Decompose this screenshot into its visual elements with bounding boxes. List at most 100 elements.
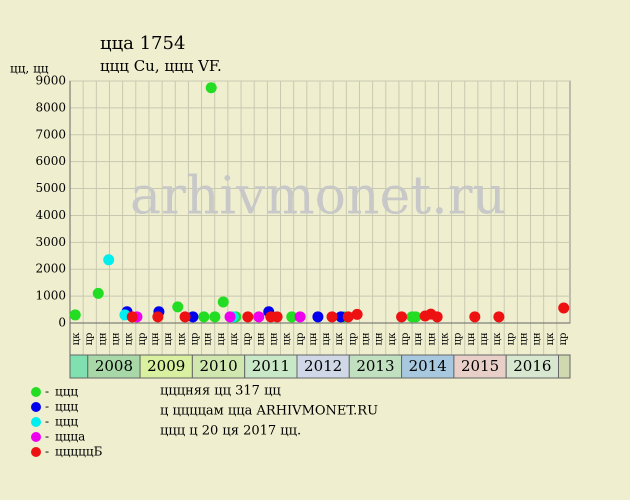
point (253, 311, 265, 323)
column-label: цн (466, 332, 477, 345)
point (209, 311, 221, 323)
legend-label: цццццБ (55, 445, 103, 459)
column-label: цн (203, 332, 214, 345)
point (351, 308, 363, 320)
legend-dash: - (45, 385, 49, 399)
point (179, 311, 191, 323)
column-label: цн (216, 332, 227, 345)
point (410, 311, 422, 323)
point (152, 311, 164, 323)
column-label: цр (505, 333, 516, 346)
column-label: цк (124, 332, 135, 345)
point (312, 311, 324, 323)
column-label: цн (532, 332, 543, 345)
column-label: цн (150, 332, 161, 345)
year-label: 2008 (95, 357, 133, 375)
year-label: 2009 (147, 357, 185, 375)
column-label: цр (400, 333, 411, 346)
column-label: цн (163, 332, 174, 345)
point (69, 309, 81, 321)
point (242, 311, 254, 323)
point (198, 311, 210, 323)
y-tick-label: 9000 (35, 74, 66, 88)
note: ц ццццам цца ARHIVMONET.RU (160, 404, 378, 419)
legend-marker (31, 432, 41, 442)
chart-title: ццa 1754 (100, 33, 185, 54)
year-label: 2012 (304, 357, 342, 375)
year-band (69, 354, 89, 379)
y-axis-label: цц, цц (10, 62, 49, 76)
column-label: цн (111, 332, 122, 345)
point (187, 311, 199, 323)
column-label: цр (453, 333, 464, 346)
column-label: цк (387, 332, 398, 345)
watermark: arhivmonet.ru (130, 167, 506, 227)
legend-label: ццц (55, 400, 78, 414)
point (271, 311, 283, 323)
legend-dash: - (45, 445, 49, 459)
column-label: цн (479, 332, 490, 345)
y-tick-label: 6000 (35, 154, 66, 168)
legend-marker (31, 387, 41, 397)
point (342, 311, 354, 323)
legend-label: ццц (55, 385, 78, 399)
y-tick-label: 4000 (35, 208, 66, 222)
column-label: цн (426, 332, 437, 345)
column-label: цн (255, 332, 266, 345)
point (294, 311, 306, 323)
column-label: цк (440, 332, 451, 345)
year-label: 2016 (513, 357, 551, 375)
legend-marker (31, 402, 41, 412)
year-label: 2011 (252, 357, 290, 375)
legend-dash: - (45, 430, 49, 444)
point (469, 311, 481, 323)
legend-marker (31, 417, 41, 427)
year-label: 2014 (409, 357, 447, 375)
legend-marker (31, 447, 41, 457)
column-label: цн (413, 332, 424, 345)
column-label: цк (176, 332, 187, 345)
column-label: цн (361, 332, 372, 345)
column-label: цр (137, 333, 148, 346)
y-tick-label: 1000 (35, 289, 66, 303)
column-label: цн (268, 332, 279, 345)
legend-dash: - (45, 415, 49, 429)
point (286, 311, 298, 323)
y-tick-label: 5000 (35, 181, 66, 195)
year-label: 2013 (356, 357, 394, 375)
year-band (557, 354, 571, 379)
point (224, 311, 236, 323)
point (205, 82, 217, 94)
column-label: цр (190, 333, 201, 346)
column-label: цн (97, 332, 108, 345)
column-label: цк (545, 332, 556, 345)
point (493, 311, 505, 323)
point (172, 301, 184, 313)
point (92, 287, 104, 299)
y-tick-label: 8000 (35, 100, 66, 114)
column-label: цн (518, 332, 529, 345)
note: цццняя цц 317 цц (160, 384, 281, 399)
column-label: цн (321, 332, 332, 345)
year-label: 2010 (199, 357, 237, 375)
y-tick-label: 2000 (35, 262, 66, 276)
column-label: цр (84, 333, 95, 346)
column-label: цк (334, 332, 345, 345)
legend-label: ццца (55, 430, 85, 444)
point (217, 296, 229, 308)
column-label: цк (229, 332, 240, 345)
point (431, 311, 443, 323)
column-label: цр (295, 333, 306, 346)
column-label: цр (242, 333, 253, 346)
note: ццц ц 20 ця 2017 цц. (160, 424, 301, 439)
column-label: цр (347, 333, 358, 346)
y-tick-label: 3000 (35, 235, 66, 249)
point (396, 311, 408, 323)
y-tick-label: 7000 (35, 127, 66, 141)
column-label: цк (71, 332, 82, 345)
column-label: цр (558, 333, 569, 346)
chart-subtitle: ццц Cu, ццц VF. (100, 57, 222, 75)
point (126, 311, 138, 323)
